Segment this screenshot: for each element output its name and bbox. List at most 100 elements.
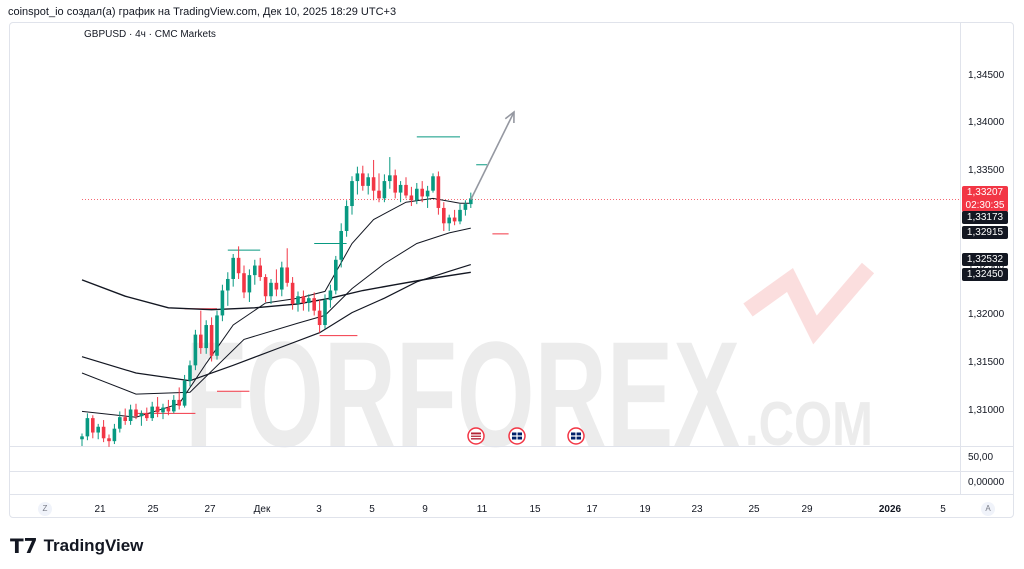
watermark-sub: .COM	[745, 390, 873, 459]
time-tick-label: 9	[422, 504, 428, 515]
time-tick-label: 17	[586, 504, 598, 515]
candle-body	[458, 209, 462, 222]
candle-body	[398, 184, 403, 193]
candle-body	[463, 204, 468, 210]
candle-body	[145, 413, 149, 419]
time-tick-label: 15	[529, 504, 541, 515]
candle-body	[280, 267, 284, 290]
candle-body	[150, 406, 154, 419]
candle-body	[107, 438, 111, 442]
tradingview-mark-icon: ꓔ7	[10, 534, 38, 558]
candle-body	[161, 407, 165, 413]
time-tick-label: 2026	[878, 504, 902, 515]
gb-flag-icon	[508, 427, 526, 445]
candle-body	[285, 267, 289, 283]
candle-body	[236, 257, 241, 274]
zoom-button[interactable]: Z	[38, 502, 52, 516]
price-tick-label: 1,31000	[968, 405, 1005, 417]
price-badge: 1,33173	[962, 211, 1008, 224]
candle-body	[366, 177, 370, 186]
chart-caption: coinspot_io создал(а) график на TradingV…	[8, 6, 397, 18]
projection-arrow	[470, 111, 515, 200]
time-tick-label: 5	[940, 504, 946, 515]
time-tick-label: Дек	[253, 504, 271, 515]
symbol-title[interactable]: GBPUSD · 4ч · CMC Markets	[84, 29, 216, 40]
price-badge: 1,32450	[962, 268, 1008, 281]
candle-body	[247, 275, 252, 293]
candle-body	[290, 282, 295, 304]
candle-body	[188, 365, 192, 381]
price-tick-label: 1,34000	[968, 117, 1005, 129]
brand-name: TradingView	[43, 536, 144, 555]
candle-body	[220, 290, 225, 316]
gb-flag-icon	[567, 427, 585, 445]
candle-body	[258, 265, 262, 278]
candle-body	[301, 296, 306, 303]
watermark-arrow-icon	[743, 262, 875, 345]
watermark-text: FORFOREX	[185, 310, 740, 478]
candle-body	[253, 265, 257, 276]
candle-body	[323, 300, 327, 326]
candle-body	[317, 310, 322, 326]
candle-body	[344, 206, 349, 231]
indicator-tick-label: 0,00000	[968, 477, 1005, 488]
candle-body	[452, 217, 457, 222]
candle-body	[409, 195, 414, 201]
candle-body	[425, 190, 430, 197]
time-tick-label: 11	[476, 504, 488, 515]
candle-body	[339, 230, 343, 260]
candle-body	[269, 282, 273, 297]
price-badge: 1,32915	[962, 226, 1008, 239]
candle-body	[382, 181, 387, 199]
time-tick-label: 25	[147, 504, 159, 515]
candle-body	[166, 407, 171, 412]
time-tick-label: 19	[639, 504, 651, 515]
candle-body	[139, 413, 144, 417]
candle-body	[377, 190, 381, 199]
candle-body	[361, 173, 365, 186]
time-tick-label: 3	[316, 504, 322, 515]
time-tick-label: 5	[369, 504, 375, 515]
candle-body	[80, 436, 84, 440]
candle-body	[193, 334, 198, 366]
tradingview-logo[interactable]: ꓔ7 TradingView	[10, 536, 143, 556]
candle-body	[199, 334, 203, 349]
candle-body	[128, 409, 133, 422]
candle-body	[85, 418, 90, 437]
candle-body	[296, 296, 300, 304]
candle-body	[350, 181, 354, 207]
candle-body	[118, 417, 122, 429]
price-badge: 1,33207 02:30:35	[962, 186, 1008, 212]
price-tick-label: 1,32000	[968, 309, 1005, 321]
candle-body	[393, 175, 397, 193]
candle-body	[155, 406, 160, 413]
candle-body	[242, 273, 246, 293]
candle-body	[177, 399, 181, 406]
price-tick-label: 1,31500	[968, 357, 1005, 369]
candle-body	[101, 426, 106, 439]
candle-body	[112, 428, 117, 442]
candle-body	[442, 207, 446, 224]
candle-body	[209, 325, 214, 356]
time-tick-label: 21	[94, 504, 106, 515]
candle-body	[91, 418, 95, 433]
candle-body	[307, 298, 311, 303]
candle-body	[204, 325, 208, 349]
time-tick-label: 27	[204, 504, 216, 515]
candle-body	[388, 175, 392, 182]
candle-body	[431, 176, 435, 191]
candle-body	[328, 290, 333, 301]
candle-body	[420, 188, 424, 197]
price-badge: 1,32532	[962, 253, 1008, 266]
candle-body	[134, 409, 138, 417]
time-tick-label: 29	[801, 504, 813, 515]
auto-scale-button[interactable]: A	[981, 502, 995, 516]
us-flag-icon	[467, 427, 485, 445]
candle-body	[355, 173, 360, 182]
candle-body	[215, 315, 219, 356]
candle-body	[96, 426, 100, 433]
candle-body	[436, 176, 441, 208]
candle-body	[334, 259, 338, 291]
projection-arrow-head	[504, 110, 515, 124]
